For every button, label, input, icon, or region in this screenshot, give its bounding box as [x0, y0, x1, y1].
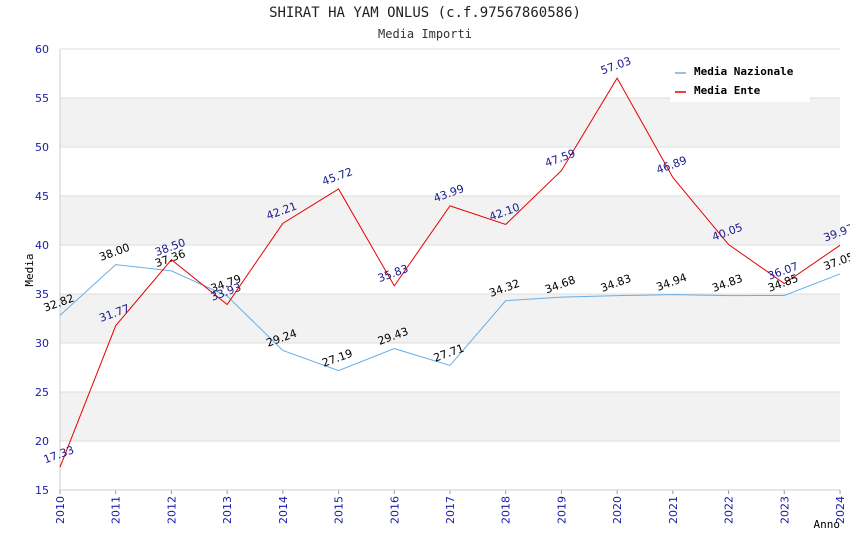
y-axis-title: Media [23, 253, 36, 286]
y-tick-label: 40 [35, 239, 49, 252]
grid-lines [60, 48, 840, 491]
x-tick-label: 2019 [555, 496, 568, 524]
data-label-nazionale: 34.68 [543, 273, 577, 296]
y-tick-label: 25 [35, 386, 49, 399]
x-tick-label: 2022 [723, 496, 736, 524]
series-lines [59, 77, 841, 468]
y-tick-label: 60 [35, 43, 49, 56]
x-tick-label: 2024 [834, 496, 847, 524]
x-tick-label: 2010 [54, 496, 67, 524]
x-tick-label: 2012 [165, 496, 178, 524]
x-tick-label: 2017 [444, 496, 457, 524]
y-tick-label: 15 [35, 484, 49, 497]
data-label-ente: 47.59 [543, 147, 577, 170]
chart-title: SHIRAT HA YAM ONLUS (c.f.97567860586) [269, 5, 581, 21]
data-label-ente: 45.72 [320, 165, 354, 188]
data-label-nazionale: 34.83 [710, 272, 744, 295]
x-tick-label: 2023 [778, 496, 791, 524]
data-label-ente: 46.89 [655, 154, 689, 177]
series-line-ente [59, 77, 841, 468]
data-label-nazionale: 34.83 [599, 272, 633, 295]
y-tick-label: 50 [35, 141, 49, 154]
grid-band [60, 392, 840, 441]
x-tick-label: 2015 [333, 496, 346, 524]
grid-band [60, 294, 840, 343]
legend-label-nazionale: Media Nazionale [694, 65, 794, 78]
grid-band [60, 196, 840, 245]
data-label-ente: 35.83 [376, 262, 410, 285]
y-tick-label: 30 [35, 337, 49, 350]
chart-subtitle: Media Importi [378, 27, 472, 41]
x-tick-label: 2014 [277, 496, 290, 524]
legend-label-ente: Media Ente [694, 84, 761, 97]
x-tick-label: 2011 [110, 496, 123, 524]
y-tick-label: 55 [35, 92, 49, 105]
series-line-nazionale [59, 264, 841, 372]
y-tick-label: 35 [35, 288, 49, 301]
x-tick-label: 2016 [388, 496, 401, 524]
data-label-nazionale: 37.05 [822, 250, 850, 273]
x-tick-label: 2021 [667, 496, 680, 524]
x-tick-label: 2018 [500, 496, 513, 524]
data-label-nazionale: 27.71 [432, 342, 466, 365]
y-tick-label: 45 [35, 190, 49, 203]
x-axis-title: Anno [814, 518, 841, 531]
grid-band [60, 98, 840, 147]
data-label-nazionale: 34.94 [655, 271, 689, 294]
data-label-ente: 57.03 [599, 54, 633, 77]
x-tick-label: 2020 [611, 496, 624, 524]
legend-background [670, 60, 810, 102]
y-tick-label: 20 [35, 435, 49, 448]
x-tick-labels: 2010 2011 2012 2013 2014 2015 2016 2017 2018 2019… [54, 496, 847, 524]
legend: Media Nazionale Media Ente [670, 60, 810, 102]
x-tick-label: 2013 [221, 496, 234, 524]
axes [59, 49, 841, 494]
grid-bands [60, 98, 840, 441]
y-tick-labels: 15 20 25 30 35 40 45 50 55 60 [35, 43, 49, 497]
